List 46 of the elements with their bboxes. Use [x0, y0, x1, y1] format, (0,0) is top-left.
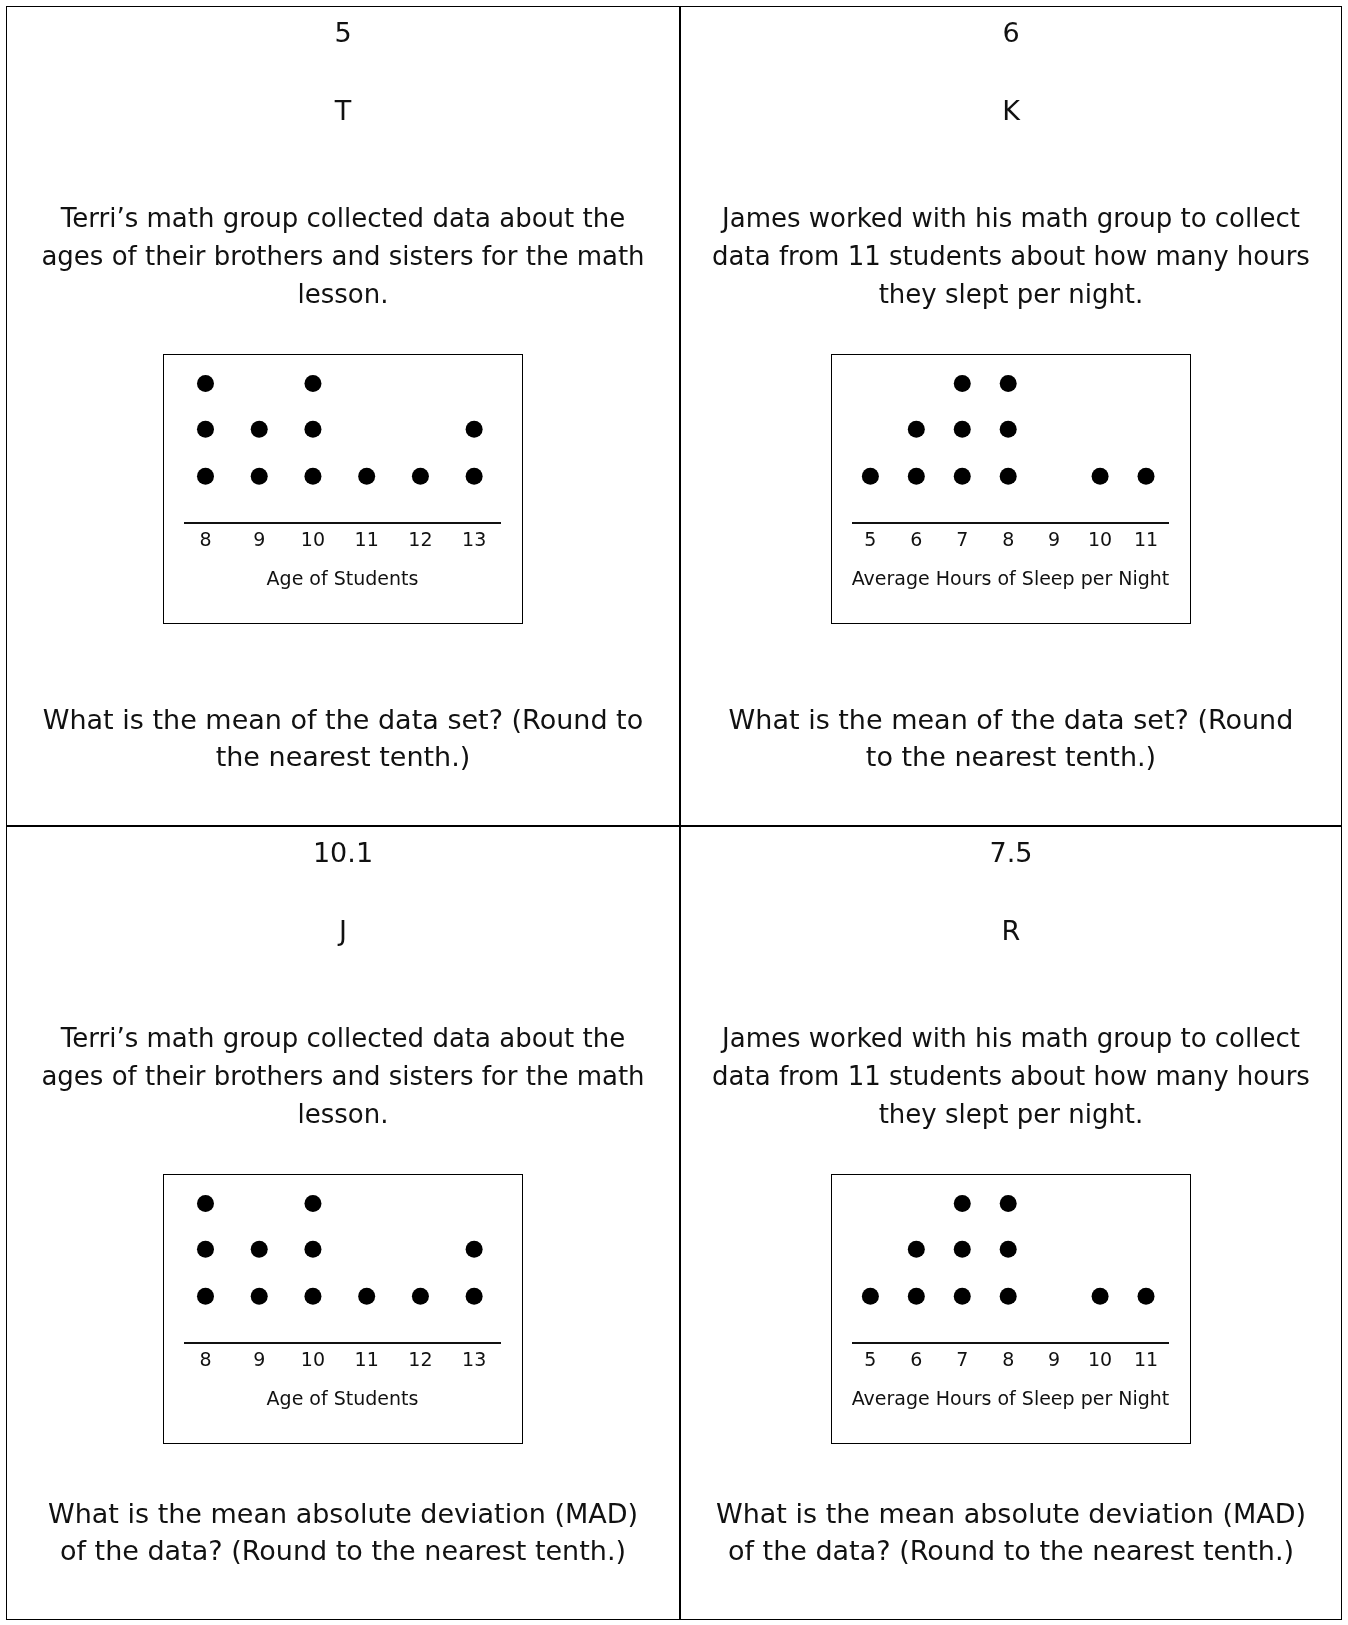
x-tick-label: 9: [253, 1348, 266, 1371]
x-tick-label: 12: [408, 528, 433, 551]
x-tick-label: 8: [199, 1348, 212, 1371]
x-tick-label: 10: [300, 528, 326, 551]
x-axis-title: Age of Students: [266, 1386, 419, 1409]
x-tick-label: 7: [956, 1348, 969, 1371]
text: What is the mean absolute deviation (MAD) of the data? (Round to the nearest tenth.): [46, 1497, 640, 1568]
x-tick-label: 12: [408, 1348, 433, 1371]
x-tick-label: 8: [1002, 1348, 1015, 1371]
x-tick-label: 10: [300, 1348, 326, 1371]
x-axis-title: Age of Students: [266, 566, 419, 589]
x-tick-label: 6: [910, 528, 923, 551]
x-tick-label: 13: [462, 528, 487, 551]
x-tick-label: 11: [354, 1348, 379, 1371]
chart-title: James worked with his math group to collect data from 11 students about how many hours they slept per night.: [711, 1022, 1311, 1131]
x-tick-label: 11: [1133, 1348, 1159, 1371]
text: 10.1: [311, 837, 375, 868]
x-tick-label: 9: [253, 528, 266, 551]
x-axis-title: Average Hours of Sleep per Night: [851, 566, 1170, 589]
x-tick-label: 11: [1133, 528, 1159, 551]
x-tick-label: 11: [354, 528, 379, 551]
x-tick-label: 5: [864, 528, 877, 551]
x-tick-label: 9: [1048, 528, 1061, 551]
text: K: [1001, 95, 1021, 126]
x-axis-title: Average Hours of Sleep per Night: [851, 1386, 1170, 1409]
text: 6: [1001, 17, 1021, 48]
text: What is the mean absolute deviation (MAD) of the data? (Round to the nearest tenth.): [714, 1497, 1308, 1568]
x-tick-label: 9: [1048, 1348, 1061, 1371]
x-tick-label: 6: [910, 1348, 923, 1371]
x-tick-label: 13: [462, 1348, 487, 1371]
text: J: [336, 915, 348, 946]
x-tick-label: 8: [1002, 528, 1015, 551]
x-tick-label: 7: [956, 528, 969, 551]
text: What is the mean of the data set? (Round to the nearest tenth.): [41, 703, 645, 774]
text: T: [333, 95, 353, 126]
text: R: [1000, 915, 1022, 946]
text: 5: [333, 17, 353, 48]
chart-title: Terri’s math group collected data about the ages of their brothers and sisters for the math lesson.: [40, 1022, 646, 1131]
x-tick-label: 5: [864, 1348, 877, 1371]
text: 7.5: [988, 837, 1034, 868]
x-tick-label: 10: [1088, 528, 1113, 551]
chart-title: Terri’s math group collected data about the ages of their brothers and sisters for the math lesson.: [40, 202, 646, 311]
text: What is the mean of the data set? (Round to the nearest tenth.): [727, 703, 1295, 774]
chart-title: James worked with his math group to collect data from 11 students about how many hours they slept per night.: [711, 202, 1311, 311]
x-tick-label: 10: [1088, 1348, 1113, 1371]
x-tick-label: 8: [199, 528, 212, 551]
